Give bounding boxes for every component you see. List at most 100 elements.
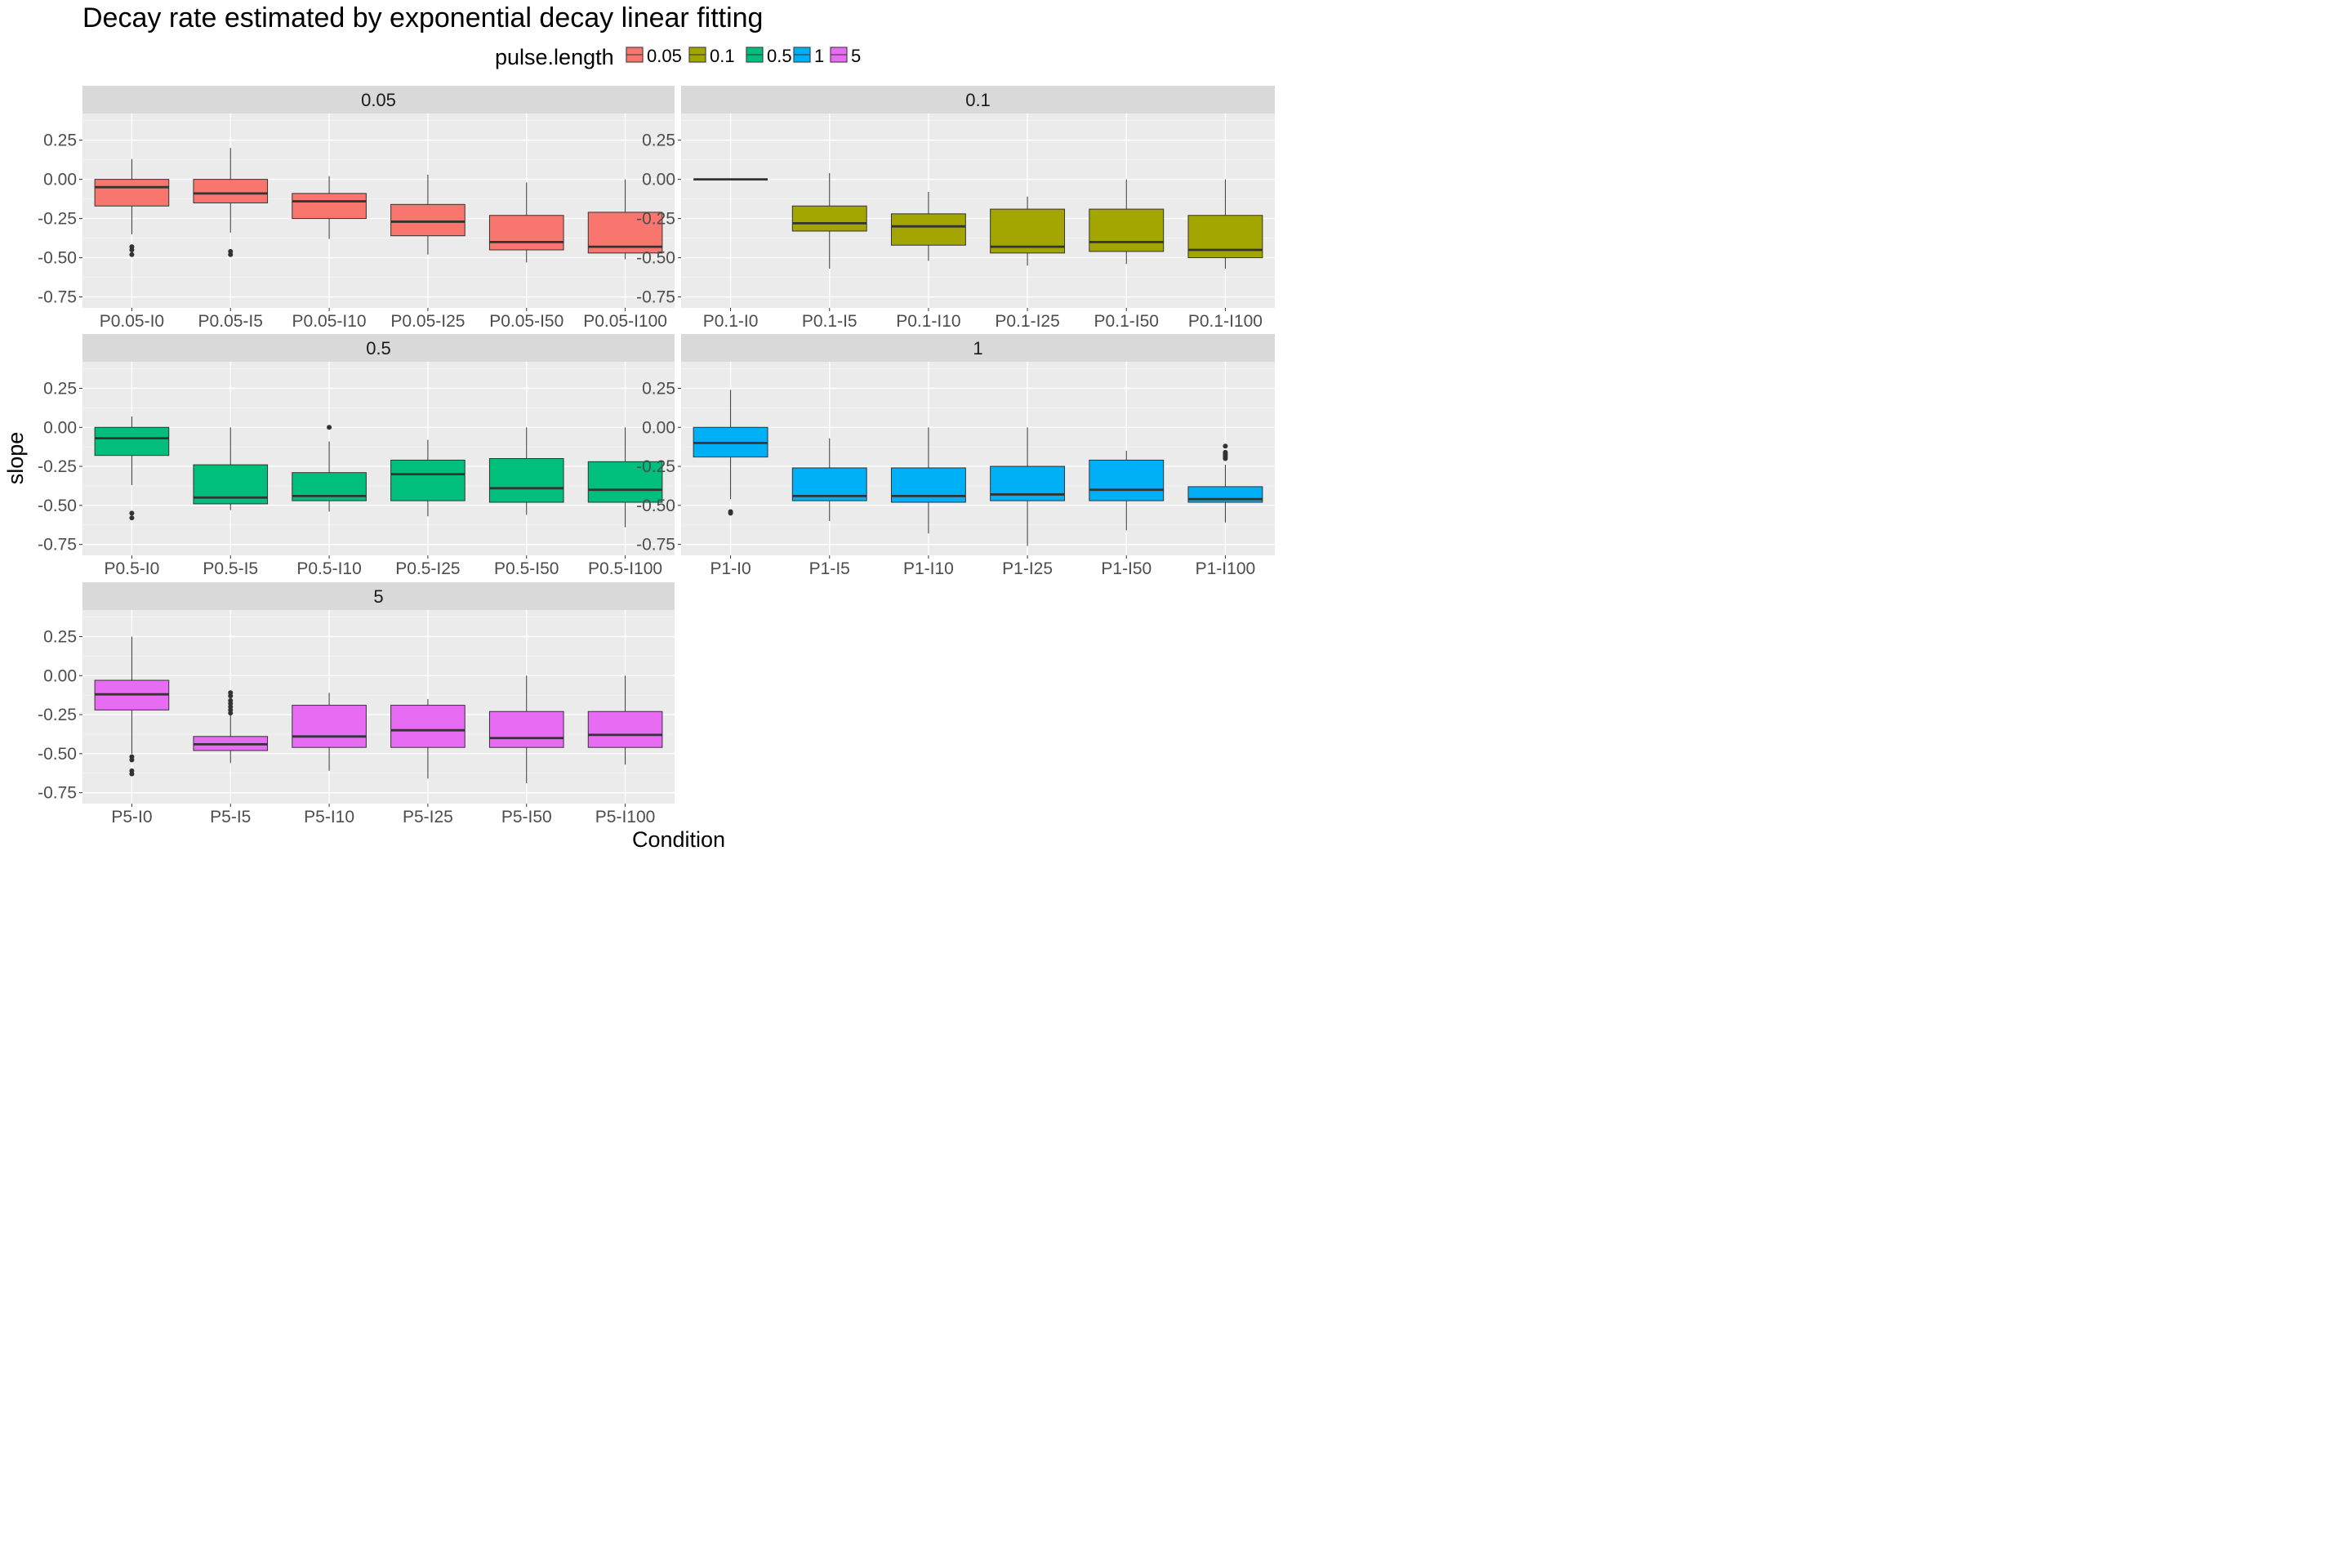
facet-panels: 0.05 0.25 0.00 -0.25 -0.50 -0.75 P0.05-I0 P0.05… (38, 86, 1275, 826)
y-tick-label: -0.25 (38, 706, 77, 724)
facet-panel: 5 0.25 0.00 -0.25 -0.50 -0.75 P5-I0 P5-I5 P5-I10… (38, 582, 675, 826)
boxplot (990, 196, 1066, 266)
y-tick-label: -0.25 (636, 457, 675, 476)
facet-strip (681, 334, 1275, 362)
chart-title: Decay rate estimated by exponential deca… (82, 2, 763, 33)
facet-strip (82, 86, 675, 114)
legend-label: 0.1 (710, 46, 735, 66)
box-body (390, 203, 466, 237)
outlier-point (129, 515, 135, 521)
x-tick-label: P0.1-I25 (995, 312, 1059, 331)
legend-label: 0.5 (767, 46, 792, 66)
facet-strip-label: 0.5 (366, 338, 391, 359)
boxplot (94, 416, 170, 521)
x-tick-label: P0.1-I5 (802, 312, 858, 331)
chart-figure: Decay rate estimated by exponential deca… (0, 0, 1280, 853)
x-tick-label: P0.1-I100 (1188, 312, 1263, 331)
x-tick-label: P0.05-I5 (198, 312, 263, 331)
box-body (94, 426, 170, 457)
legend-title: pulse.length (495, 45, 614, 69)
box-body (1187, 215, 1263, 259)
legend-entry: 0.5 (745, 46, 792, 66)
facet-strip (82, 582, 675, 610)
y-tick-label: -0.75 (38, 288, 77, 307)
boxplot (292, 693, 367, 771)
facet-strip-label: 1 (973, 338, 982, 359)
x-tick-label: P0.5-I25 (395, 559, 460, 578)
y-tick-label: -0.25 (636, 210, 675, 229)
x-tick-label: P1-I5 (809, 559, 850, 578)
box-body (292, 193, 367, 220)
outlier-point (327, 425, 332, 430)
facet-panel: 0.05 0.25 0.00 -0.25 -0.50 -0.75 P0.05-I0 P0.05… (38, 86, 675, 331)
boxplot (390, 698, 466, 779)
x-tick-label: P5-I10 (304, 808, 354, 826)
x-tick-label: P1-I100 (1196, 559, 1256, 578)
y-tick-label: 0.25 (43, 379, 77, 398)
boxplot (292, 176, 367, 239)
boxplot (94, 636, 170, 777)
chart-svg: Decay rate estimated by exponential deca… (3, 2, 1275, 852)
boxplot (990, 427, 1066, 546)
x-tick-label: P0.5-I50 (494, 559, 559, 578)
box-body (292, 705, 367, 748)
x-tick-label: P0.5-I0 (105, 559, 160, 578)
box-body (390, 705, 466, 748)
legend-entry: 0.05 (625, 46, 682, 66)
y-tick-label: -0.75 (636, 288, 675, 307)
y-tick-label: -0.75 (38, 536, 77, 555)
y-tick-label: -0.25 (38, 210, 77, 229)
outlier-point (129, 771, 135, 777)
outlier-point (1223, 443, 1228, 449)
boxplot (193, 427, 269, 510)
boxplot (791, 438, 867, 521)
y-tick-label: -0.75 (38, 784, 77, 803)
outlier-point (129, 510, 135, 516)
boxplot (488, 182, 564, 263)
boxplot (193, 148, 269, 257)
box-body (1089, 208, 1165, 252)
x-tick-label: P5-I0 (111, 808, 152, 826)
boxplot (693, 390, 768, 516)
y-tick-label: 0.00 (642, 418, 675, 437)
legend-entry: 0.1 (688, 46, 735, 66)
facet-panel: 1 0.25 0.00 -0.25 -0.50 -0.75 P1-I0 P1-I5 P1-I10… (636, 334, 1275, 578)
facet-panel: 0.5 0.25 0.00 -0.25 -0.50 -0.75 P0.5-I0 P0.5-I5… (38, 334, 675, 578)
facet-strip-label: 5 (373, 586, 383, 607)
y-tick-label: -0.25 (38, 457, 77, 476)
boxplot (587, 179, 663, 260)
boxplot (390, 439, 466, 517)
y-tick-label: 0.00 (43, 418, 77, 437)
x-tick-label: P0.1-I10 (896, 312, 960, 331)
y-tick-label: -0.50 (38, 497, 77, 515)
outlier-point (1223, 456, 1228, 461)
y-tick-label: 0.25 (43, 627, 77, 646)
legend-label: 0.05 (647, 46, 682, 66)
x-tick-label: P5-I50 (501, 808, 552, 826)
x-tick-label: P5-I5 (210, 808, 251, 826)
x-tick-label: P5-I100 (595, 808, 656, 826)
box-body (791, 205, 867, 232)
y-tick-label: 0.00 (642, 171, 675, 189)
x-tick-label: P0.5-I5 (203, 559, 258, 578)
y-tick-label: 0.00 (43, 171, 77, 189)
outlier-point (129, 247, 135, 252)
facet-strip (681, 86, 1275, 114)
box-body (1089, 459, 1165, 501)
y-tick-label: 0.25 (642, 379, 675, 398)
y-tick-label: 0.25 (642, 131, 675, 150)
boxplot (488, 427, 564, 515)
x-tick-label: P1-I25 (1002, 559, 1053, 578)
boxplot (94, 158, 170, 257)
outlier-point (129, 252, 135, 257)
box-body (94, 179, 170, 207)
outlier-point (129, 757, 135, 763)
y-tick-label: -0.50 (636, 497, 675, 515)
x-tick-label: P0.05-I0 (100, 312, 164, 331)
legend-label: 5 (851, 46, 861, 66)
y-tick-label: -0.50 (38, 745, 77, 764)
boxplot (587, 427, 663, 528)
outlier-point (228, 252, 234, 257)
boxplot (1187, 179, 1263, 270)
y-tick-label: 0.00 (43, 666, 77, 685)
